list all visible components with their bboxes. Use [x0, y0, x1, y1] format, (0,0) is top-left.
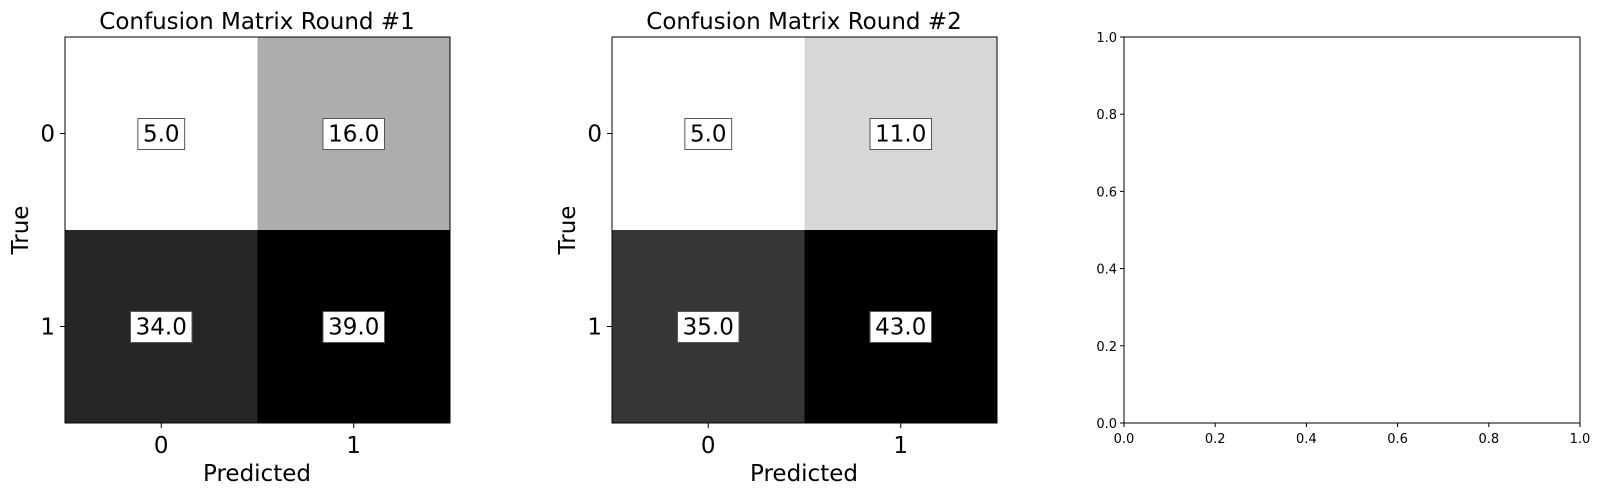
cm1-xtick-label-1: 1 — [346, 433, 361, 459]
cm1-cell-1-0-label: 34.0 — [136, 315, 187, 341]
cm2-yticks: 01 — [587, 122, 612, 341]
confusion-matrix-2: Confusion Matrix Round #2 Predicted True… — [555, 9, 998, 487]
cm1-cell-0-1-label-box — [322, 118, 386, 150]
cm1-ytick-label-0: 0 — [40, 122, 55, 148]
cm1-cell-1-0-label-box — [129, 311, 193, 343]
cm2-ylabel: True — [555, 206, 581, 256]
ax3-ytick-label-1: 0.2 — [1096, 340, 1117, 355]
cm2-title: Confusion Matrix Round #2 — [646, 9, 961, 35]
cm2-cell-0-1-label-box — [869, 118, 933, 150]
cm2-cell-1-1-label-box — [869, 311, 933, 343]
cm2-cell-0-1-label: 11.0 — [875, 122, 926, 148]
confusion-matrix-1: Confusion Matrix Round #1 Predicted True… — [8, 9, 451, 487]
cm2-xtick-label-0: 0 — [701, 433, 716, 459]
ax3-xtick-label-5: 1.0 — [1570, 432, 1591, 447]
cm1-cell-1-1-label: 39.0 — [328, 315, 379, 341]
cm2-cell-1-0-label: 35.0 — [683, 315, 734, 341]
cm1-ytick-label-1: 1 — [40, 315, 55, 341]
ax3-xtick-label-1: 0.2 — [1205, 432, 1226, 447]
cm1-xtick-label-0: 0 — [154, 433, 169, 459]
cm2-ytick-label-0: 0 — [587, 122, 602, 148]
empty-axes-frame — [1123, 36, 1581, 424]
ax3-ytick-label-0: 0.0 — [1096, 417, 1117, 432]
cm1-cells: 5.0 16.0 34.0 39.0 — [65, 37, 450, 423]
cm1-axes-frame — [64, 36, 451, 424]
ax3-ytick-label-4: 0.8 — [1096, 108, 1117, 123]
cm1-cell-0-1-label: 16.0 — [328, 122, 379, 148]
cm1-xlabel: Predicted — [203, 461, 311, 487]
empty-axes-yticks: 0.0 0.2 0.4 0.6 0.8 1.0 — [1096, 31, 1124, 432]
cm2-xlabel: Predicted — [750, 461, 858, 487]
ax3-xtick-label-3: 0.6 — [1387, 432, 1408, 447]
cm2-cell-0-0-label-box — [684, 118, 733, 150]
ax3-xtick-label-2: 0.4 — [1296, 432, 1317, 447]
cm2-cell-1-0-label-box — [676, 311, 740, 343]
cm1-cell-1-1-label-box — [322, 311, 386, 343]
cm2-cells: 5.0 11.0 35.0 43.0 — [612, 37, 997, 423]
cm1-cell-0-0-label: 5.0 — [143, 122, 180, 148]
ax3-ytick-label-2: 0.4 — [1096, 263, 1117, 278]
ax3-ytick-label-3: 0.6 — [1096, 185, 1117, 200]
cm2-cell-1-1-label: 43.0 — [875, 315, 926, 341]
cm2-axes-frame — [611, 36, 998, 424]
empty-axes: 0.0 0.2 0.4 0.6 0.8 1.0 0.0 0.2 0.4 0.6 0.8 1.0 — [1096, 31, 1590, 447]
empty-axes-xticks: 0.0 0.2 0.4 0.6 0.8 1.0 — [1114, 423, 1591, 447]
cm2-ytick-label-1: 1 — [587, 315, 602, 341]
cm2-xtick-label-1: 1 — [893, 433, 908, 459]
cm1-cell-0-0-label-box — [137, 118, 186, 150]
cm2-cell-0-0-label: 5.0 — [690, 122, 727, 148]
ax3-xtick-label-0: 0.0 — [1114, 432, 1135, 447]
cm1-title: Confusion Matrix Round #1 — [99, 9, 414, 35]
cm1-ylabel: True — [8, 206, 34, 256]
ax3-xtick-label-4: 0.8 — [1478, 432, 1499, 447]
ax3-ytick-label-5: 1.0 — [1096, 31, 1117, 46]
cm1-yticks: 01 — [40, 122, 65, 341]
